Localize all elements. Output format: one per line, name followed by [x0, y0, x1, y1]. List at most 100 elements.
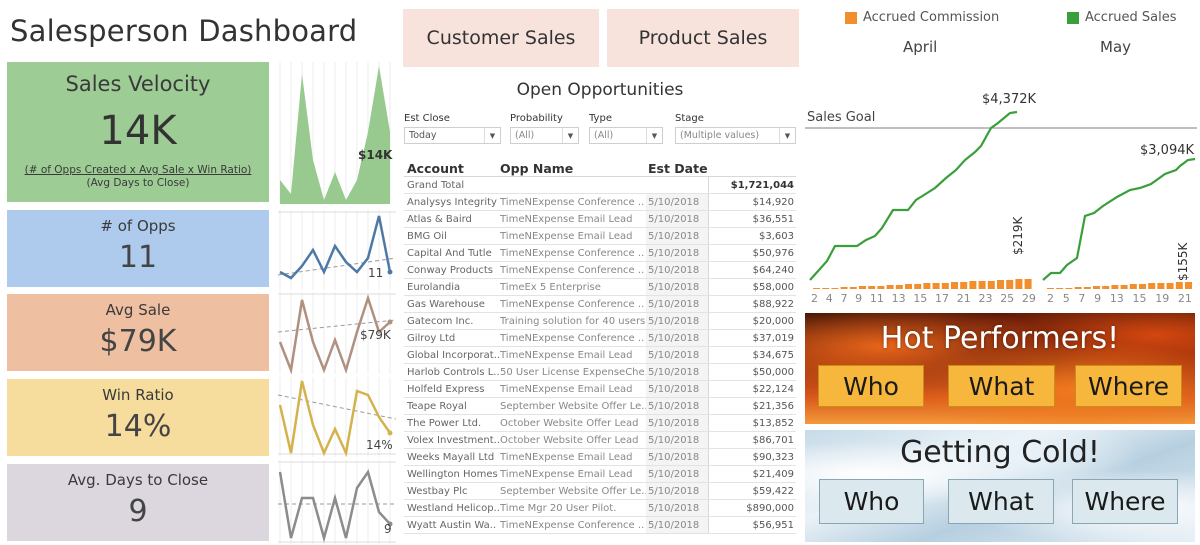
table-row[interactable]: Volex Investment.. October Website Offer …	[404, 432, 796, 449]
x-tick-label: 21	[956, 292, 971, 305]
table-row[interactable]: Capital And Tutle TimeNExpense Conference…	[404, 245, 796, 262]
grand-total-row: Grand Total $1,721,044	[404, 177, 796, 194]
may-sales-end-label: $3,094K	[1140, 143, 1195, 158]
probability-dropdown[interactable]: (All) ▼	[510, 127, 579, 144]
table-row[interactable]: Westland Helicop.. Time Mgr 20 User Pilot…	[404, 500, 796, 517]
hot-who-button[interactable]: Who	[818, 365, 924, 407]
account-cell: Capital And Tutle	[407, 247, 492, 259]
customer-sales-button[interactable]: Customer Sales	[403, 9, 599, 67]
hot-where-button[interactable]: Where	[1075, 365, 1182, 407]
amount-cell: $56,951	[708, 517, 796, 533]
table-row[interactable]: BMG Oil TimeNExpense Email Lead 5/10/2018 $…	[404, 228, 796, 245]
sparkline-sales-velocity[interactable]: $14K	[278, 62, 396, 204]
est-date-cell: 5/10/2018	[646, 330, 708, 346]
amount-cell: $34,675	[708, 347, 796, 363]
x-tick-label: 25	[1000, 292, 1015, 305]
opp-name-cell: Time Mgr 20 User Pilot.	[500, 502, 617, 514]
stage-dropdown[interactable]: (Multiple values) ▼	[675, 127, 796, 144]
est-date-cell: 5/10/2018	[646, 262, 708, 278]
cold-where-button[interactable]: Where	[1072, 479, 1178, 524]
table-row[interactable]: Global Incorporat.. TimeNExpense Email Le…	[404, 347, 796, 364]
amount-cell: $86,701	[708, 432, 796, 448]
kpi-sales-velocity: Sales Velocity 14K (# of Opps Created x …	[7, 62, 269, 202]
month-header-may: May	[1100, 38, 1132, 56]
table-row[interactable]: Wyatt Austin Wa.. TimeNExpense Conference…	[404, 517, 796, 534]
column-header-est-date[interactable]: Est Date	[648, 160, 708, 176]
filter-label: Stage	[675, 113, 704, 124]
opp-name-cell: October Website Offer Lead	[500, 417, 639, 429]
sparkline-end-label: $79K	[360, 328, 391, 342]
legend-accrued-commission[interactable]: Accrued Commission	[845, 10, 999, 25]
accrual-chart[interactable]	[805, 88, 1197, 310]
amount-cell: $13,852	[708, 415, 796, 431]
opp-name-cell: TimeNExpense Email Lead	[500, 349, 633, 361]
account-cell: Eurolandia	[407, 281, 461, 293]
may-commission-end-label: $155K	[1176, 242, 1190, 281]
table-row[interactable]: Analysys Integrity TimeNExpense Conferenc…	[404, 194, 796, 211]
opp-name-cell: TimeEx 5 Enterprise	[500, 281, 601, 293]
table-row[interactable]: Gatecom Inc. Training solution for 40 use…	[404, 313, 796, 330]
table-row[interactable]: Harlob Controls L.. 50 User License Expen…	[404, 364, 796, 381]
table-row[interactable]: Westbay Plc September Website Offer Le.. 5…	[404, 483, 796, 500]
cold-who-button[interactable]: Who	[819, 479, 924, 524]
filter-value: (Multiple values)	[680, 130, 760, 141]
table-row[interactable]: Conway Products TimeNExpense Conference .…	[404, 262, 796, 279]
x-tick-label: 9	[855, 292, 863, 305]
getting-cold-panel: Getting Cold! Who What Where	[805, 430, 1195, 542]
amount-cell: $21,409	[708, 466, 796, 482]
cold-what-button[interactable]: What	[948, 479, 1054, 524]
account-cell: Weeks Mayall Ltd	[407, 451, 495, 463]
chevron-down-icon: ▼	[779, 128, 795, 143]
opp-name-cell: TimeNExpense Conference ..	[500, 264, 645, 276]
sparkline-avg-sale[interactable]: $79K	[278, 292, 396, 374]
kpi-label: Avg. Days to Close	[67, 471, 209, 489]
est-close-dropdown[interactable]: Today ▼	[404, 127, 501, 144]
amount-cell: $22,124	[708, 381, 796, 397]
est-date-cell: 5/10/2018	[646, 245, 708, 261]
table-row[interactable]: Wellington Homes TimeNExpense Email Lead 5…	[404, 466, 796, 483]
sparkline-win-ratio[interactable]: 14%	[278, 377, 396, 457]
filter-probability: Probability (All) ▼	[510, 113, 579, 144]
kpi-label: # of Opps	[100, 217, 176, 235]
kpi-value: 9	[128, 494, 148, 529]
opportunities-table: Account Opp Name Est Date Grand Total $1…	[404, 160, 796, 534]
kpi-win-ratio: Win Ratio 14%	[7, 379, 269, 456]
x-tick-label: 15	[1132, 292, 1147, 305]
account-cell: Gilroy Ltd	[407, 332, 456, 344]
table-row[interactable]: Holfeld Express TimeNExpense Email Lead 5/…	[404, 381, 796, 398]
column-header-opp-name[interactable]: Opp Name	[500, 161, 574, 176]
table-row[interactable]: Gas Warehouse TimeNExpense Conference .. 5…	[404, 296, 796, 313]
hot-what-button[interactable]: What	[948, 365, 1055, 407]
column-header-account[interactable]: Account	[407, 161, 464, 176]
est-date-cell: 5/10/2018	[646, 449, 708, 465]
kpi-value: 14K	[99, 108, 177, 154]
x-tick-label: 13	[891, 292, 906, 305]
table-row[interactable]: The Power Ltd. October Website Offer Lead…	[404, 415, 796, 432]
account-cell: Atlas & Baird	[407, 213, 472, 225]
hot-performers-title: Hot Performers!	[880, 321, 1120, 356]
account-cell: Gatecom Inc.	[407, 315, 474, 327]
sparkline-num-opps[interactable]: 11	[278, 210, 396, 290]
grand-total-label: Grand Total	[407, 179, 465, 191]
est-date-cell: 5/10/2018	[646, 483, 708, 499]
table-row[interactable]: Eurolandia TimeEx 5 Enterprise 5/10/2018 $5…	[404, 279, 796, 296]
amount-cell: $58,000	[708, 279, 796, 295]
x-tick-label: 23	[978, 292, 993, 305]
table-row[interactable]: Atlas & Baird TimeNExpense Email Lead 5/10…	[404, 211, 796, 228]
open-opportunities-title: Open Opportunities	[516, 80, 684, 100]
filter-type: Type (All) ▼	[589, 113, 663, 144]
x-tick-label: 29	[1021, 292, 1036, 305]
table-row[interactable]: Gilroy Ltd TimeNExpense Conference .. 5/10…	[404, 330, 796, 347]
table-row[interactable]: Teape Royal September Website Offer Le.. 5…	[404, 398, 796, 415]
opp-name-cell: October Website Offer Lead	[500, 434, 639, 446]
x-tick-label: 7	[1078, 292, 1086, 305]
est-date-cell: 5/10/2018	[646, 347, 708, 363]
opp-name-cell: TimeNExpense Email Lead	[500, 230, 633, 242]
account-cell: Holfeld Express	[407, 383, 485, 395]
type-dropdown[interactable]: (All) ▼	[589, 127, 663, 144]
legend-accrued-sales[interactable]: Accrued Sales	[1067, 10, 1177, 25]
product-sales-button[interactable]: Product Sales	[607, 9, 799, 67]
sparkline-days-to-close[interactable]: 9	[278, 460, 396, 544]
table-row[interactable]: Weeks Mayall Ltd TimeNExpense Email Lead 5…	[404, 449, 796, 466]
column-header-amount[interactable]	[708, 160, 796, 176]
